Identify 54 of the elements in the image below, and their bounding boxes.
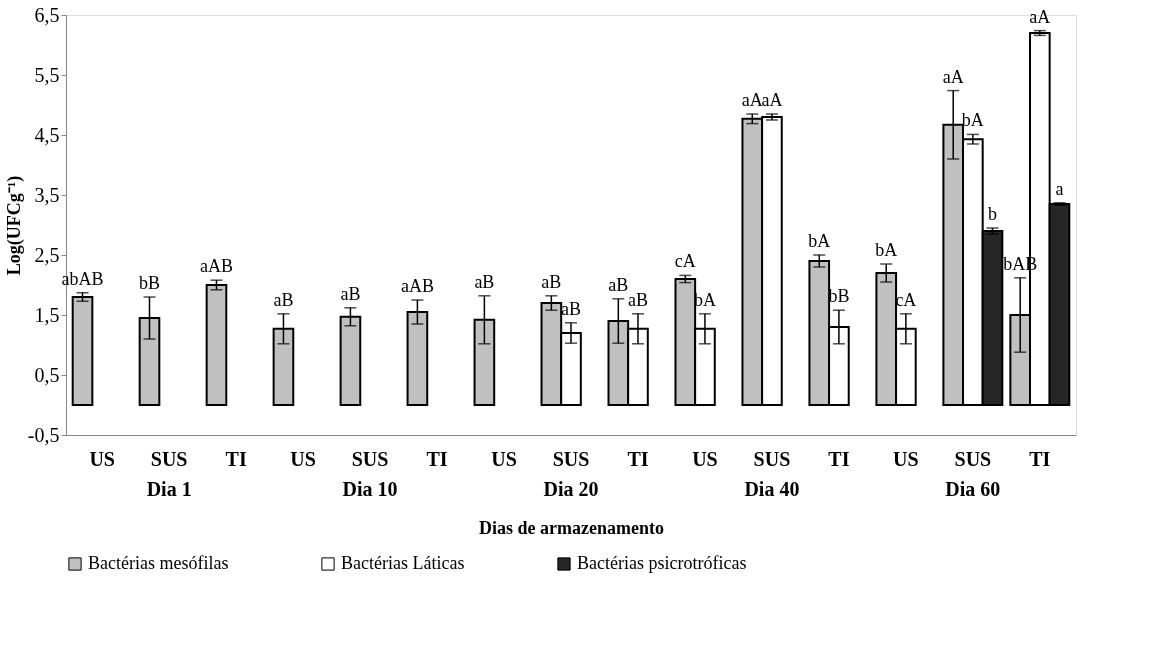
x-tick-label: SUS [351, 447, 389, 470]
x-tick-label: TI [426, 447, 448, 470]
y-tick-label: -0,5 [27, 423, 60, 446]
x-tick-label: US [692, 447, 718, 470]
x-tick-label: TI [627, 447, 649, 470]
text: Dia 20 [543, 478, 599, 500]
data-label: aAB [199, 256, 233, 277]
x-tick-label: US [89, 447, 115, 470]
x-tick-label: TI [1029, 447, 1051, 470]
data-label: aB [561, 298, 581, 319]
x-tick-label: US [290, 447, 316, 470]
data-label: bA [875, 240, 898, 260]
y-tick-label: 5,5 [34, 63, 60, 86]
x-axis-title: Dias de armazenamento [479, 517, 664, 538]
x-tick-label: SUS [954, 447, 992, 470]
legend-label: Bactérias mesófilas [88, 553, 229, 573]
y-tick-label: 4,5 [34, 123, 60, 146]
data-label: a [1055, 178, 1064, 199]
data-label: aA [761, 90, 783, 110]
data-label: aB [627, 289, 648, 310]
legend-label: Bactérias psicrotróficas [577, 553, 747, 573]
x-tick-label: SUS [753, 447, 791, 470]
y-tick-label: 1,5 [34, 303, 60, 326]
text: Dia 10 [342, 478, 398, 500]
y-tick-label: 0,5 [34, 363, 60, 386]
data-label: bB [138, 273, 160, 293]
data-label: aA [1029, 6, 1051, 27]
text: Dia 40 [744, 478, 800, 500]
text: Dia 1 [146, 478, 192, 500]
data-label: aB [340, 283, 361, 304]
data-label: aA [741, 90, 763, 110]
data-label: aAB [400, 276, 434, 296]
x-tick-label: SUS [150, 447, 188, 470]
data-label: aB [273, 289, 294, 310]
legend-label: Bactérias Láticas [341, 553, 465, 573]
data-label: aB [541, 271, 562, 292]
x-tick-label: US [491, 447, 517, 470]
data-label: cA [674, 251, 696, 272]
data-label: aB [608, 274, 629, 295]
data-label: aA [942, 66, 964, 87]
y-tick-label: 3,5 [34, 183, 60, 206]
y-tick-label: 2,5 [34, 243, 60, 266]
data-label: aB [474, 271, 495, 292]
data-label: abAB [61, 268, 104, 289]
y-tick-label: 6,5 [34, 3, 60, 26]
data-label: bA [961, 110, 984, 131]
x-tick-label: US [893, 447, 919, 470]
y-axis-title: Log(UFCg⁻¹) [3, 175, 25, 276]
x-tick-label: TI [225, 447, 247, 470]
text: Dia 60 [945, 478, 1001, 500]
data-label: bA [808, 231, 831, 251]
x-tick-label: TI [828, 447, 850, 470]
x-tick-label: SUS [552, 447, 590, 470]
data-label: b [988, 204, 997, 224]
